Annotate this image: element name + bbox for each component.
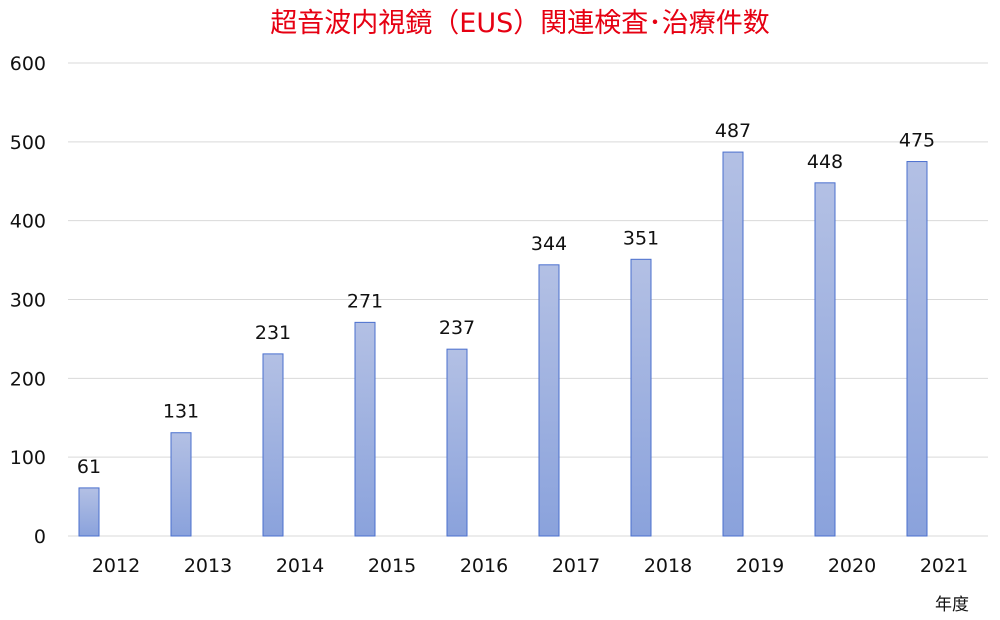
bar-2016 [446,348,468,537]
gridlines [68,62,988,537]
data-label-2012: 61 [77,456,101,478]
y-axis-ticks: 0 100 200 300 400 500 600 [10,53,46,548]
chart-title: 超音波内視鏡（EUS）関連検査･治療件数 [270,8,769,39]
y-tick-label: 0 [34,526,46,548]
x-axis-ticks: 2012 2013 2014 2015 2016 2017 2018 2019 2020 2021 [92,555,968,577]
bar-2013 [170,432,192,537]
data-label-2021: 475 [899,130,935,152]
bar-2012 [78,487,100,537]
x-tick-label-2016: 2016 [460,555,508,577]
data-label-2018: 351 [623,227,659,249]
data-label-2016: 237 [439,317,475,339]
data-label-2013: 131 [163,401,199,423]
data-label-2019: 487 [715,120,751,142]
bar-2014 [262,353,284,537]
y-tick-label: 400 [10,211,46,233]
data-labels: 61 131 231 271 237 344 351 487 448 475 [77,120,935,478]
y-tick-label: 100 [10,447,46,469]
y-tick-label: 200 [10,368,46,390]
x-tick-label-2014: 2014 [276,555,324,577]
bar-2021 [906,161,928,537]
bar-2019 [722,151,744,537]
data-label-2014: 231 [255,322,291,344]
x-axis-unit-label: 年度 [935,595,969,615]
x-tick-label-2013: 2013 [184,555,232,577]
x-tick-label-2017: 2017 [552,555,600,577]
y-tick-label: 600 [10,53,46,75]
bar-2020 [814,182,836,537]
x-tick-label-2019: 2019 [736,555,784,577]
x-tick-label-2021: 2021 [920,555,968,577]
bars [78,151,928,537]
x-tick-label-2018: 2018 [644,555,692,577]
y-tick-label: 500 [10,132,46,154]
y-tick-label: 300 [10,290,46,312]
x-tick-label-2012: 2012 [92,555,140,577]
x-tick-label-2020: 2020 [828,555,876,577]
data-label-2017: 344 [531,233,567,255]
bar-2017 [538,264,560,537]
bar-2015 [354,321,376,537]
data-label-2020: 448 [807,151,843,173]
bar-2018 [630,258,652,537]
x-tick-label-2015: 2015 [368,555,416,577]
data-label-2015: 271 [347,290,383,312]
